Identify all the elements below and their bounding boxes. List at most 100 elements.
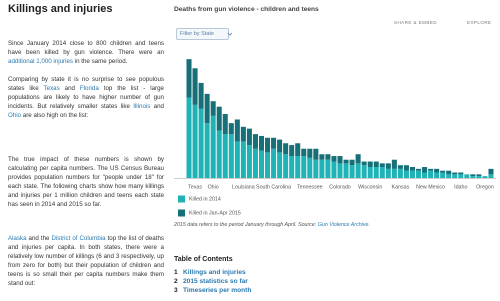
bar (391, 159, 397, 169)
bar (246, 145, 252, 178)
share-button[interactable]: SHARE & EMBED (394, 20, 437, 25)
bar (422, 167, 428, 173)
bar (415, 170, 422, 178)
bar (361, 161, 367, 166)
bar (409, 167, 415, 171)
x-tick-label: New Mexico (416, 184, 445, 190)
bar (277, 139, 283, 153)
text-run: in the same period. (73, 57, 128, 65)
bar (482, 176, 488, 178)
bar (434, 168, 440, 173)
toc-number: 2 (174, 278, 178, 285)
bar (470, 174, 476, 177)
bar (204, 93, 210, 124)
toc-link[interactable]: Timeseries per month (183, 287, 252, 294)
bar (488, 174, 494, 178)
bar (464, 174, 470, 178)
bar (210, 101, 216, 116)
bar (252, 134, 258, 149)
bar (458, 172, 464, 175)
bar (319, 154, 325, 160)
bar (325, 154, 331, 160)
bar (337, 163, 343, 178)
link[interactable]: additional 1,000 injuries (8, 57, 74, 65)
text-run: top the list of deaths and injuries per … (8, 235, 164, 287)
toc-item: 2 2015 statistics so far (174, 278, 251, 285)
bar (234, 119, 240, 142)
bar (228, 123, 234, 135)
bar (367, 161, 373, 168)
bar (440, 170, 446, 173)
toc-number: 3 (174, 287, 178, 294)
paragraph: Comparing by state it is no surprise to … (8, 76, 164, 121)
link[interactable]: District of Columbia (51, 235, 106, 242)
link[interactable]: Florida (79, 84, 99, 92)
bar (283, 143, 289, 155)
explore-button[interactable]: EXPLORE (467, 20, 492, 25)
bar (452, 174, 458, 178)
bar (415, 168, 422, 171)
bar (428, 170, 434, 178)
x-tick-label: Texas (188, 184, 202, 190)
legend-swatch (178, 195, 185, 203)
x-tick-label: Louisiana (232, 184, 255, 190)
bar (258, 135, 265, 151)
text-run: and the (26, 235, 52, 242)
text-run: Comparing by state it is no surprise to … (8, 76, 164, 92)
text-run: and (59, 84, 80, 92)
bar (349, 159, 355, 166)
bar (428, 168, 434, 171)
bar (373, 167, 379, 178)
bar (440, 172, 446, 178)
link[interactable]: Illinois (133, 102, 151, 110)
bar (277, 152, 283, 178)
bar (313, 148, 319, 160)
bar (367, 167, 373, 178)
bar (289, 156, 295, 178)
bar (210, 115, 216, 178)
toc-item: 3 Timeseries per month (174, 287, 251, 294)
link[interactable]: Texas (43, 84, 60, 92)
bar (349, 165, 355, 178)
bar (391, 168, 397, 178)
link[interactable]: Ohio (8, 111, 22, 119)
bar (434, 172, 440, 178)
filter-dropdown[interactable]: Filter by State (176, 28, 229, 40)
bar (331, 156, 337, 162)
toc-link[interactable]: Killings and injuries (183, 269, 246, 276)
bar (283, 154, 289, 178)
bar (234, 141, 240, 178)
bar (343, 163, 349, 178)
bar (355, 163, 361, 178)
bar (271, 137, 277, 149)
bar (319, 159, 325, 178)
bar (204, 123, 210, 178)
bar (452, 172, 458, 175)
bar (470, 176, 476, 178)
bar (397, 165, 403, 169)
link[interactable]: Gun Violence Archive. (317, 222, 370, 228)
paragraph: The true impact of these numbers is show… (8, 156, 164, 209)
bar (240, 141, 246, 178)
bar (385, 163, 391, 169)
paragraph: Alaska and the District of Columbia top … (8, 235, 164, 288)
bar (252, 148, 258, 178)
bar (289, 145, 295, 157)
link[interactable]: Alaska (8, 235, 27, 242)
x-tick-label: Kansas (392, 184, 410, 190)
bar (198, 108, 204, 178)
x-tick-label: Wisconsin (358, 184, 382, 190)
bar (343, 159, 349, 164)
text-run: are also high on the list: (21, 111, 89, 119)
x-tick-label: Oregon (476, 184, 494, 190)
bar (385, 168, 391, 178)
x-tick-label: Idaho (454, 184, 467, 190)
bar (331, 161, 337, 178)
text-run: 2015 data refers to the period January t… (174, 222, 318, 228)
toc-link[interactable]: 2015 statistics so far (183, 278, 248, 285)
bar (397, 168, 403, 178)
text-run: Since January 2014 close to 800 children… (8, 40, 164, 56)
bar (228, 134, 234, 178)
